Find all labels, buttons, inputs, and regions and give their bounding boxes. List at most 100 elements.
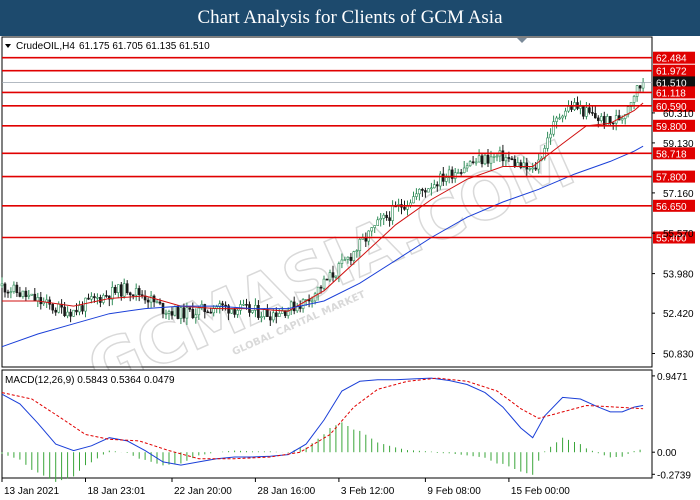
candle-body [143, 295, 147, 301]
candle-body [117, 284, 120, 293]
candle-body [555, 117, 558, 122]
price-axis: 60.310 59.130 57.160 55.570 53.980 52.420 50.8… [652, 109, 694, 361]
time-tick-label: 13 Jan 2021 [4, 486, 59, 497]
candle-body [209, 311, 212, 314]
candle-body [236, 309, 239, 315]
candle-body [334, 275, 338, 278]
candle-body [373, 225, 377, 228]
level-tag-label: 58.718 [656, 149, 687, 160]
level-tag-box [653, 86, 695, 99]
candle-body [24, 290, 28, 298]
candle-body [418, 189, 421, 195]
candle-body [78, 305, 81, 313]
candle-body [75, 309, 78, 313]
candle-body [424, 190, 427, 193]
candle-body [96, 296, 99, 299]
candle-body [111, 287, 114, 300]
candle-body [471, 161, 475, 163]
candle-body [453, 172, 457, 179]
candle-body [173, 306, 177, 316]
candle-body [161, 302, 165, 314]
level-tag-box [653, 64, 695, 77]
time-tick-label: 3 Feb 12:00 [341, 486, 395, 497]
candle-body [51, 303, 55, 311]
chart-area[interactable]: GCMASIA.COM GLOBAL CAPITAL MARKET 62.484… [0, 36, 700, 500]
candle-body [626, 106, 630, 115]
candle-body [134, 288, 138, 296]
candle-body [376, 219, 380, 226]
candle-body [69, 311, 72, 317]
instrument-info: CrudeOIL,H4 61.175 61.705 61.135 61.510 [5, 41, 210, 52]
candle-body [355, 250, 359, 253]
candle-body [146, 299, 150, 303]
candle-body [286, 310, 290, 316]
candle-body [525, 162, 529, 170]
candle-body [441, 173, 445, 182]
candle-body [412, 196, 415, 204]
candle-body [179, 307, 183, 319]
candle-body [33, 293, 37, 302]
candle-body [435, 184, 439, 187]
candle-body [513, 158, 517, 167]
macd-panel[interactable]: MACD(12,26,9) 0.5843 0.5364 0.0479 [1, 369, 653, 482]
level-tag-label: 62.484 [656, 54, 687, 65]
candle-body [185, 307, 189, 319]
candle-body [218, 303, 221, 308]
level-tag-box [653, 147, 695, 160]
candle-body [489, 156, 493, 164]
level-tag-box [653, 231, 695, 244]
candle-body [188, 307, 192, 310]
level-tag-label: 61.972 [656, 67, 687, 78]
candle-body [438, 173, 442, 187]
candle-body [599, 116, 603, 122]
candle-body [495, 155, 499, 158]
chart-shift-marker-icon[interactable] [517, 38, 527, 43]
macd-tick-label: -0.2739 [657, 470, 691, 481]
candle-body [102, 295, 105, 303]
candle-body [212, 308, 215, 314]
level-tag: 56.650 [653, 199, 695, 213]
candle-body [164, 313, 168, 315]
candle-body [54, 309, 58, 313]
candle-body [388, 217, 391, 221]
dropdown-triangle-icon[interactable] [5, 44, 11, 48]
candle-body [385, 214, 388, 218]
level-tag: 59.800 [653, 119, 695, 133]
macd-tick-label: 0.9471 [657, 372, 688, 383]
candle-body [364, 237, 368, 242]
candle-body [468, 161, 472, 167]
candle-body [638, 85, 642, 89]
macd-axis: 0.9471 0.00 -0.2739 [652, 372, 691, 481]
price-tick-label: 50.830 [663, 350, 694, 361]
level-tag: 58.718 [653, 147, 695, 160]
level-tag: 61.510 [653, 76, 695, 89]
candle-body [63, 306, 66, 317]
candle-body [343, 259, 347, 261]
candle-body [9, 291, 13, 293]
macd-label: MACD(12,26,9) 0.5843 0.5364 0.0479 [5, 375, 175, 386]
candle-body [635, 85, 639, 97]
level-tag-box [653, 199, 695, 212]
candle-body [465, 165, 469, 169]
candle-body [149, 295, 153, 303]
level-tag-label: 59.800 [656, 122, 687, 133]
macd-line [1, 377, 644, 466]
candle-body [507, 157, 511, 159]
price-panel[interactable]: GCMASIA.COM GLOBAL CAPITAL MARKET 62.484… [0, 36, 695, 408]
candle-body [504, 157, 508, 162]
candle-body [620, 118, 624, 121]
candle-body [167, 311, 171, 314]
macd-panel-frame [1, 369, 653, 479]
candle-body [301, 299, 305, 309]
candle-body [340, 259, 344, 264]
macd-signal-line [1, 377, 644, 460]
candle-body [39, 297, 43, 305]
level-tag-box [653, 170, 695, 183]
candle-body [367, 230, 371, 242]
candle-body [271, 312, 275, 321]
price-tick-label: 52.420 [663, 309, 694, 320]
candle-body [477, 155, 481, 163]
candle-body [596, 117, 600, 122]
candle-body [30, 293, 34, 296]
candle-body [194, 314, 198, 318]
